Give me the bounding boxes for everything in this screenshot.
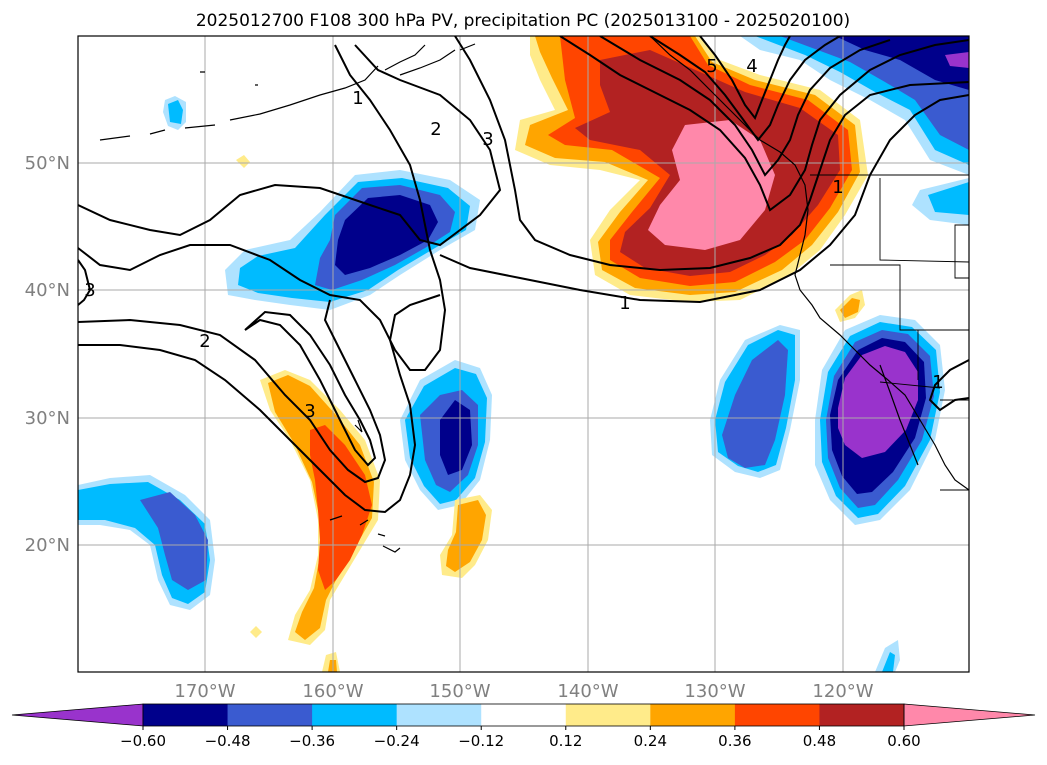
pv-contours: [78, 36, 969, 514]
shade-neg-nwpac-navy: [335, 195, 438, 275]
lon-label: 170°W: [174, 681, 235, 702]
colorbar-tick-label: −0.60: [120, 732, 166, 750]
colorbar-segment: [227, 704, 313, 726]
colorbar-extend-high: [903, 703, 1036, 727]
shade-neg-haw-navy: [440, 400, 472, 475]
shade-neg-mid-blue: [722, 340, 788, 468]
shade-pos-tiny-3: [250, 626, 262, 638]
shade-pos-central-red: [310, 425, 372, 590]
precip-shading: [78, 36, 969, 672]
colorbar-tick-label: 0.48: [803, 732, 836, 750]
colorbar-segment: [565, 704, 651, 726]
shade-neg-baja-purple: [838, 346, 918, 458]
pv-label: 1: [932, 372, 943, 393]
colorbar: −0.60 −0.48 −0.36 −0.24 −0.12 0.12 0.24 0.36 0.4…: [11, 703, 1036, 750]
colorbar-segment: [481, 704, 567, 726]
gridlines: [78, 36, 969, 672]
colorbar-tick-label: −0.36: [289, 732, 335, 750]
lon-label: 140°W: [557, 681, 618, 702]
colorbar-tick-label: 0.24: [634, 732, 667, 750]
colorbar-segment: [734, 704, 820, 726]
lat-label: 50°N: [25, 153, 70, 174]
pv-label: 3: [304, 401, 315, 422]
lon-label: 130°W: [684, 681, 745, 702]
colorbar-segment: [143, 704, 229, 726]
pv-contour-labels: 1 2 3 5 4 1 2 3 3 1 1: [84, 56, 943, 422]
shade-pos-ne-pink: [648, 120, 775, 250]
shade-neg-topright-purple: [945, 52, 969, 68]
shade-pos-tiny-2: [236, 155, 250, 168]
lon-labels: 170°W 160°W 150°W 140°W 130°W 120°W: [174, 681, 873, 702]
colorbar-extend-low: [11, 703, 144, 727]
pv-label: 4: [746, 56, 757, 77]
colorbar-segment: [396, 704, 482, 726]
pv-label: 3: [482, 129, 493, 150]
lon-label: 150°W: [429, 681, 490, 702]
colorbar-segment: [819, 704, 905, 726]
pv-label: 2: [199, 331, 210, 352]
lon-label: 120°W: [812, 681, 873, 702]
colorbar-tick-label: 0.60: [887, 732, 920, 750]
lat-label: 30°N: [25, 408, 70, 429]
shade-neg-topright-navy: [835, 36, 969, 90]
colorbar-tick-label: 0.36: [718, 732, 751, 750]
colorbar-tick-label: −0.24: [374, 732, 420, 750]
map-panel: 1 2 3 5 4 1 2 3 3 1 1: [78, 36, 969, 672]
colorbar-segment: [650, 704, 736, 726]
colorbar-tick-label: 0.12: [549, 732, 582, 750]
lat-label: 40°N: [25, 280, 70, 301]
pv-label: 3: [84, 280, 95, 301]
colorbar-segment: [312, 704, 398, 726]
colorbar-tick-label: −0.48: [205, 732, 251, 750]
pv-label: 5: [706, 56, 717, 77]
pv-label: 1: [619, 293, 630, 314]
lat-labels: 50°N 40°N 30°N 20°N: [25, 153, 70, 556]
pv-label: 1: [832, 177, 843, 198]
pv-label: 1: [352, 88, 363, 109]
coastlines: [99, 36, 969, 553]
lon-label: 160°W: [302, 681, 363, 702]
shade-neg-left-blue: [140, 492, 208, 590]
lat-label: 20°N: [25, 535, 70, 556]
colorbar-tick-label: −0.12: [458, 732, 504, 750]
pv-label: 2: [430, 119, 441, 140]
map-title: 2025012700 F108 300 hPa PV, precipitatio…: [196, 11, 850, 31]
